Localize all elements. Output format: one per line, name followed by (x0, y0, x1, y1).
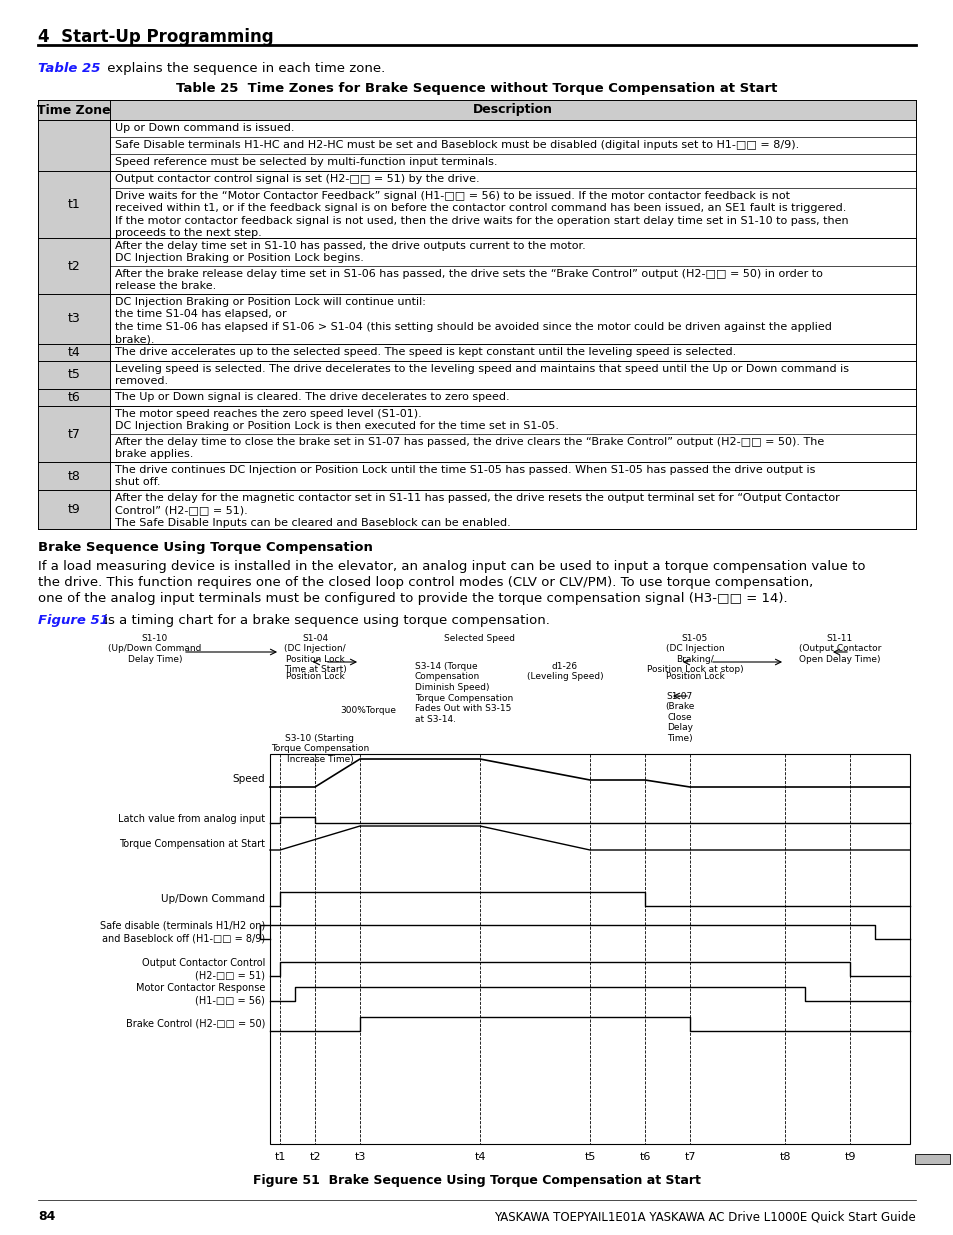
Text: Figure 51  Brake Sequence Using Torque Compensation at Start: Figure 51 Brake Sequence Using Torque Co… (253, 1174, 700, 1187)
Text: t7: t7 (683, 1152, 695, 1162)
Bar (110, 170, 915, 238)
Text: Drive waits for the “Motor Contactor Feedback” signal (H1-□□ = 56) to be issued.: Drive waits for the “Motor Contactor Fee… (115, 191, 848, 238)
Text: Position Lock: Position Lock (285, 672, 344, 680)
Text: After the delay for the magnetic contactor set in S1-11 has passed, the drive re: After the delay for the magnetic contact… (115, 493, 839, 527)
Text: t1: t1 (68, 198, 80, 211)
Bar (38, 490, 110, 529)
Bar (38, 345, 110, 361)
Text: Motor Contactor Response
(H1-□□ = 56): Motor Contactor Response (H1-□□ = 56) (135, 983, 265, 1005)
Text: S1-07
(Brake
Close
Delay
Time): S1-07 (Brake Close Delay Time) (664, 692, 694, 742)
Text: Safe Disable terminals H1-HC and H2-HC must be set and Baseblock must be disable: Safe Disable terminals H1-HC and H2-HC m… (115, 140, 799, 149)
Text: Up/Down Command: Up/Down Command (161, 894, 265, 904)
Bar (110, 120, 915, 170)
Text: Output contactor control signal is set (H2-□□ = 51) by the drive.: Output contactor control signal is set (… (115, 174, 479, 184)
Text: t9: t9 (68, 503, 80, 516)
Text: S1-04
(DC Injection/
Position Lock
Time at Start): S1-04 (DC Injection/ Position Lock Time … (283, 634, 346, 674)
Text: Time Zone: Time Zone (37, 104, 111, 116)
Text: After the brake release delay time set in S1-06 has passed, the drive sets the “: After the brake release delay time set i… (115, 269, 822, 291)
Text: Selected Speed: Selected Speed (444, 634, 515, 643)
Text: t6: t6 (639, 1152, 650, 1162)
Text: 84: 84 (38, 1210, 55, 1223)
Text: Torque Compensation at Start: Torque Compensation at Start (119, 839, 265, 848)
Text: the drive. This function requires one of the closed loop control modes (CLV or C: the drive. This function requires one of… (38, 576, 812, 589)
Text: Figure 51: Figure 51 (38, 614, 109, 627)
Text: S3-14 (Torque
Compensation
Diminish Speed): S3-14 (Torque Compensation Diminish Spee… (415, 662, 489, 692)
Text: d1-26
(Leveling Speed): d1-26 (Leveling Speed) (526, 662, 602, 682)
Bar (110, 361, 915, 389)
Text: t9: t9 (843, 1152, 855, 1162)
Text: t8: t8 (68, 469, 80, 483)
Text: t1: t1 (274, 1152, 285, 1162)
Text: If a load measuring device is installed in the elevator, an analog input can be : If a load measuring device is installed … (38, 559, 864, 573)
Text: The drive continues DC Injection or Position Lock until the time S1-05 has passe: The drive continues DC Injection or Posi… (115, 466, 815, 488)
Text: 300%Torque: 300%Torque (339, 706, 395, 715)
Text: Table 25: Table 25 (38, 62, 100, 75)
Text: Speed reference must be selected by multi-function input terminals.: Speed reference must be selected by mult… (115, 157, 497, 167)
Text: S1-05
(DC Injection
Braking/
Position Lock at stop): S1-05 (DC Injection Braking/ Position Lo… (646, 634, 742, 674)
Bar (914, 1153, 949, 1165)
Text: Leveling speed is selected. The drive decelerates to the leveling speed and main: Leveling speed is selected. The drive de… (115, 364, 848, 387)
Bar (38, 238, 110, 294)
Text: t5: t5 (68, 368, 80, 382)
Text: one of the analog input terminals must be configured to provide the torque compe: one of the analog input terminals must b… (38, 592, 787, 605)
Text: Up or Down command is issued.: Up or Down command is issued. (115, 124, 294, 133)
Bar (110, 294, 915, 345)
Text: S3-10 (Starting
Torque Compensation
Increase Time): S3-10 (Starting Torque Compensation Incr… (271, 734, 369, 763)
Bar (110, 238, 915, 294)
Text: t2: t2 (309, 1152, 320, 1162)
Text: Safe disable (terminals H1/H2 on)
and Baseblock off (H1-□□ = 8/9): Safe disable (terminals H1/H2 on) and Ba… (100, 921, 265, 944)
Bar (270, 755, 909, 1144)
Text: The drive accelerates up to the selected speed. The speed is kept constant until: The drive accelerates up to the selected… (115, 347, 736, 357)
Bar (38, 361, 110, 389)
Text: Latch value from analog input: Latch value from analog input (118, 814, 265, 824)
Text: is a timing chart for a brake sequence using torque compensation.: is a timing chart for a brake sequence u… (100, 614, 549, 627)
Bar (38, 462, 110, 490)
Text: Torque Compensation
Fades Out with S3-15
at S3-14.: Torque Compensation Fades Out with S3-15… (415, 694, 513, 724)
Bar (38, 389, 110, 406)
Text: Position Lock: Position Lock (665, 672, 723, 680)
Text: Speed: Speed (233, 774, 265, 784)
Text: S1-11
(Output Contactor
Open Delay Time): S1-11 (Output Contactor Open Delay Time) (798, 634, 881, 663)
Bar (38, 170, 110, 238)
Text: Brake Sequence Using Torque Compensation: Brake Sequence Using Torque Compensation (38, 541, 373, 555)
Text: S1-10
(Up/Down Command
Delay Time): S1-10 (Up/Down Command Delay Time) (109, 634, 201, 663)
Text: t7: t7 (68, 427, 80, 441)
Text: explains the sequence in each time zone.: explains the sequence in each time zone. (103, 62, 385, 75)
Text: t3: t3 (68, 312, 80, 326)
Bar (110, 406, 915, 462)
Text: Table 25  Time Zones for Brake Sequence without Torque Compensation at Start: Table 25 Time Zones for Brake Sequence w… (176, 82, 777, 95)
Text: After the delay time set in S1-10 has passed, the drive outputs current to the m: After the delay time set in S1-10 has pa… (115, 241, 585, 263)
Text: t2: t2 (68, 259, 80, 273)
Text: t4: t4 (474, 1152, 485, 1162)
Text: t5: t5 (583, 1152, 595, 1162)
Text: The Up or Down signal is cleared. The drive decelerates to zero speed.: The Up or Down signal is cleared. The dr… (115, 391, 509, 403)
Bar (38, 120, 110, 170)
Bar (110, 490, 915, 529)
Text: 4  Start-Up Programming: 4 Start-Up Programming (38, 28, 274, 46)
Text: YASKAWA TOEPYAIL1E01A YASKAWA AC Drive L1000E Quick Start Guide: YASKAWA TOEPYAIL1E01A YASKAWA AC Drive L… (494, 1210, 915, 1223)
Text: DC Injection Braking or Position Lock will continue until:
the time S1-04 has el: DC Injection Braking or Position Lock wi… (115, 296, 831, 345)
Bar (38, 100, 915, 120)
Text: t4: t4 (68, 346, 80, 359)
Bar (110, 345, 915, 361)
Text: Brake Control (H2-□□ = 50): Brake Control (H2-□□ = 50) (126, 1019, 265, 1029)
Bar (110, 389, 915, 406)
Text: Description: Description (473, 104, 553, 116)
Bar (38, 406, 110, 462)
Text: The motor speed reaches the zero speed level (S1-01).
DC Injection Braking or Po: The motor speed reaches the zero speed l… (115, 409, 558, 431)
Text: t8: t8 (779, 1152, 790, 1162)
Bar (110, 462, 915, 490)
Text: After the delay time to close the brake set in S1-07 has passed, the drive clear: After the delay time to close the brake … (115, 437, 823, 459)
Bar (38, 294, 110, 345)
Text: Output Contactor Control
(H2-□□ = 51): Output Contactor Control (H2-□□ = 51) (141, 958, 265, 981)
Text: t3: t3 (354, 1152, 365, 1162)
Text: t6: t6 (68, 391, 80, 404)
